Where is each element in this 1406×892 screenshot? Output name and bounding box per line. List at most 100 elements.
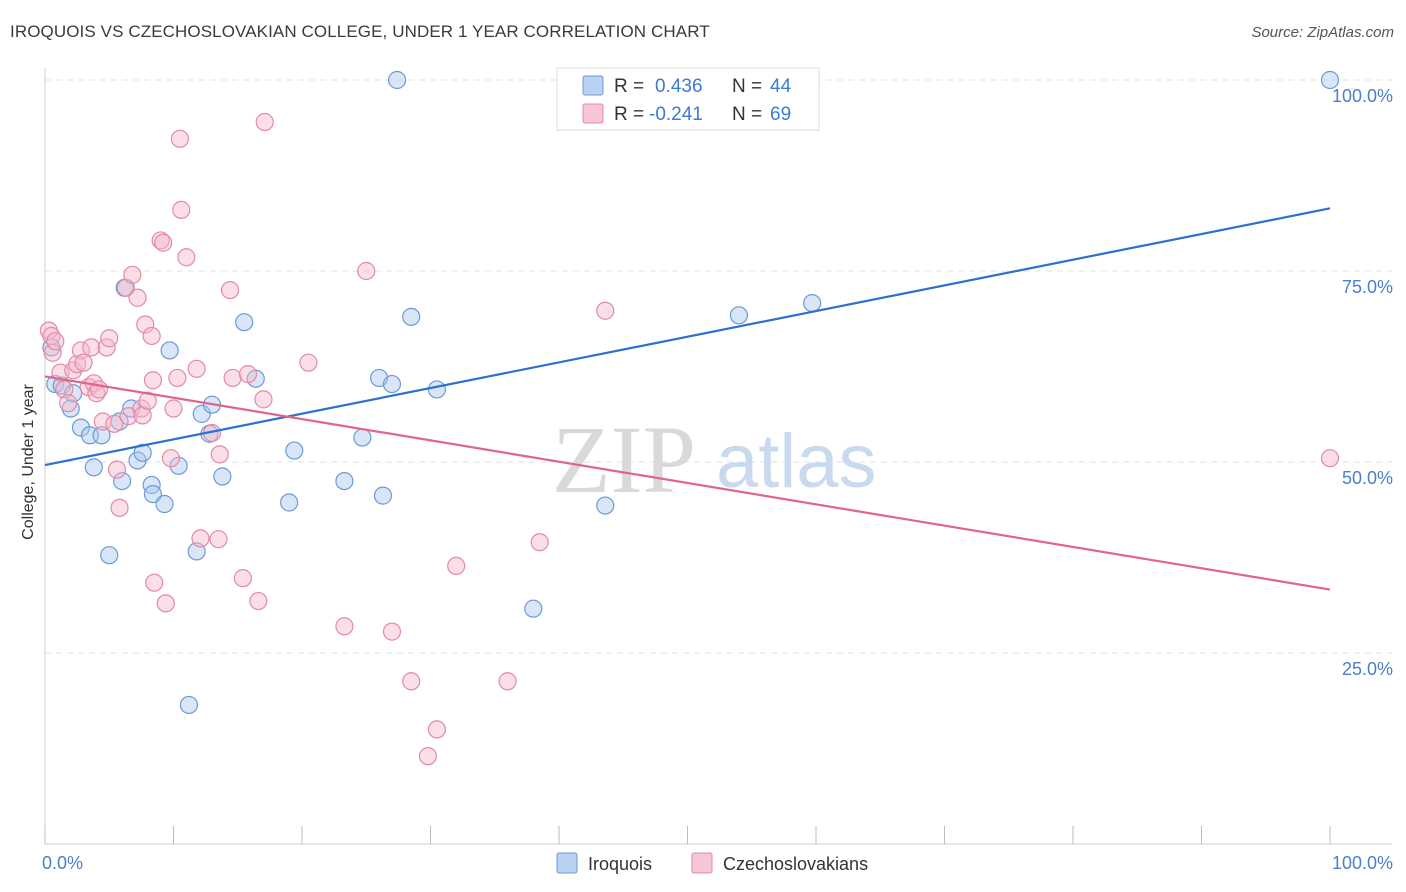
series-legend-label-iroquois: Iroquois xyxy=(588,854,652,874)
czechoslovakians-point xyxy=(530,533,549,552)
czechoslovakians-point xyxy=(402,672,421,691)
legend-r-value: -0.241 xyxy=(649,104,703,125)
y-tick-label: 100.0% xyxy=(1332,86,1393,106)
czechoslovakians-point xyxy=(596,301,615,320)
czechoslovakians-point xyxy=(143,371,163,390)
czechoslovakians-point xyxy=(210,445,229,464)
czechoslovakians-point xyxy=(100,329,119,348)
czechoslovakians-point xyxy=(145,573,164,592)
iroquois-point xyxy=(427,380,447,399)
stats-legend: R = 0.436 N = 44 R = -0.241 N = 69 xyxy=(556,67,820,131)
czechoslovakians-point xyxy=(299,353,318,372)
czechoslovakians-point xyxy=(238,365,258,384)
iroquois-point xyxy=(402,307,421,326)
czechoslovakians-point xyxy=(59,394,78,413)
iroquois-point xyxy=(382,374,402,394)
czechoslovakians-point xyxy=(156,594,175,613)
czechoslovakians-point xyxy=(177,248,196,267)
x-tick-labels: 0.0% 100.0% xyxy=(42,853,1393,873)
czechoslovakians-point xyxy=(164,399,183,418)
czechoslovakians-point xyxy=(249,591,268,611)
czechoslovakians-point xyxy=(68,355,87,374)
czechoslovakians-point xyxy=(136,315,155,334)
iroquois-point xyxy=(373,486,393,505)
watermark-zip: ZIP xyxy=(552,406,696,513)
legend-n-label: N = xyxy=(732,76,762,97)
iroquois-point xyxy=(596,496,615,515)
series-legend-label-czechoslovakians: Czechoslovakians xyxy=(723,854,868,874)
czechoslovakians-point xyxy=(55,380,74,399)
czechoslovakians-point xyxy=(418,747,438,766)
iroquois-point xyxy=(192,404,211,423)
iroquois-point xyxy=(143,484,163,504)
czechoslovakians-point xyxy=(357,261,376,281)
czechoslovakians-point xyxy=(74,353,93,372)
legend-r-value: 0.436 xyxy=(655,76,703,97)
iroquois-point xyxy=(84,458,103,477)
czechoslovakians-point xyxy=(427,720,447,739)
czechoslovakians-point xyxy=(123,265,142,284)
czechoslovakians-point xyxy=(1320,449,1340,468)
y-tick-label: 75.0% xyxy=(1342,277,1393,297)
legend-r-label: R = xyxy=(614,104,644,125)
x-tick-label: 100.0% xyxy=(1332,853,1393,873)
iroquois-point xyxy=(64,384,83,403)
czechoslovakians-point xyxy=(191,529,210,548)
czechoslovakians-point xyxy=(220,281,240,300)
czechoslovakians-point xyxy=(93,412,112,431)
iroquois-point xyxy=(387,70,407,90)
iroquois-point xyxy=(169,456,188,475)
iroquois-point xyxy=(353,428,372,447)
czechoslovakians-point xyxy=(132,399,151,418)
iroquois-point xyxy=(213,467,232,486)
iroquois-point xyxy=(335,472,354,491)
czechoslovakians-point xyxy=(110,498,129,517)
iroquois-point xyxy=(133,443,152,462)
iroquois-point xyxy=(100,546,119,565)
legend-n-value: 69 xyxy=(770,104,791,125)
legend-n-value: 44 xyxy=(770,76,792,97)
iroquois-point xyxy=(112,472,132,491)
legend-swatch-iroquois xyxy=(582,75,604,96)
czechoslovakians-point xyxy=(498,672,517,691)
series-legend-swatch-iroquois xyxy=(556,852,578,874)
legend-n-label: N = xyxy=(732,104,762,125)
iroquois-point xyxy=(92,426,111,445)
grid-lines xyxy=(45,79,1392,654)
czechoslovakians-point xyxy=(170,129,190,148)
axes xyxy=(44,68,1392,845)
data-points xyxy=(39,70,1340,766)
czechoslovakians-point xyxy=(168,368,187,388)
watermark: ZIP atlas xyxy=(552,406,877,513)
y-tick-labels: 25.0% 50.0% 75.0% 100.0% xyxy=(1332,86,1393,679)
iroquois-point xyxy=(160,341,179,360)
czechoslovakians-point xyxy=(43,343,62,362)
iroquois-trend-line xyxy=(44,207,1331,467)
czechoslovakians-point xyxy=(107,460,127,479)
iroquois-point xyxy=(1320,70,1340,90)
source-label: Source: ZipAtlas.com xyxy=(1251,24,1394,41)
czechoslovakians-point xyxy=(254,390,273,409)
trend-lines xyxy=(44,207,1331,591)
czechoslovakians-point xyxy=(154,233,173,252)
y-tick-label: 50.0% xyxy=(1342,468,1393,488)
iroquois-point xyxy=(235,313,254,332)
iroquois-point xyxy=(155,494,174,514)
series-legend-swatch-czechoslovakians xyxy=(691,852,713,874)
legend-swatch-czechoslovakians xyxy=(582,103,604,124)
x-tick-label: 0.0% xyxy=(42,853,83,873)
czechoslovakians-point xyxy=(447,556,466,576)
czechoslovakians-point xyxy=(209,530,228,549)
iroquois-point xyxy=(179,695,199,715)
czechoslovakians-trend-line xyxy=(44,375,1331,591)
iroquois-point xyxy=(280,493,299,512)
czechoslovakians-point xyxy=(46,332,65,351)
y-tick-label: 25.0% xyxy=(1342,659,1393,679)
iroquois-point xyxy=(285,441,304,460)
y-axis-label: College, Under 1 year xyxy=(20,384,37,540)
czechoslovakians-point xyxy=(105,414,124,433)
czechoslovakians-point xyxy=(82,338,101,357)
iroquois-point xyxy=(524,599,543,618)
czechoslovakians-point xyxy=(142,326,161,346)
watermark-atlas: atlas xyxy=(716,419,877,504)
